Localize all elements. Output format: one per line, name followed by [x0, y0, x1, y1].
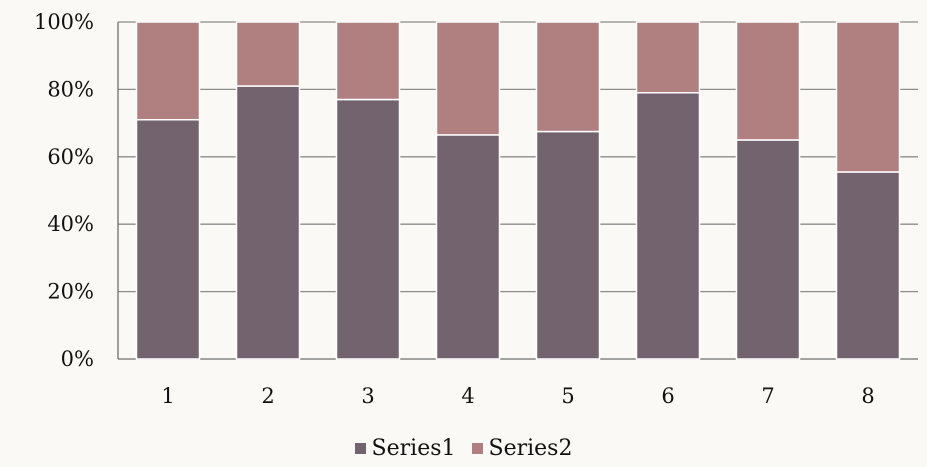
legend-label-series2: Series2 — [488, 436, 573, 461]
y-tick-label: 100% — [34, 10, 94, 34]
y-tick-label: 20% — [47, 280, 94, 304]
bar-series1-cat-1 — [135, 118, 201, 360]
bar-series1-cat-6 — [635, 92, 701, 360]
bar-series2-cat-3 — [335, 21, 401, 101]
x-tick-label: 7 — [761, 384, 774, 408]
y-tick-label: 40% — [47, 212, 94, 236]
bar-series2-cat-5 — [535, 21, 601, 133]
bar-series1-cat-5 — [535, 130, 601, 360]
x-tick-label: 1 — [161, 384, 174, 408]
y-tick-label: 0% — [61, 347, 94, 371]
legend-item-series1: Series1 — [354, 436, 456, 461]
y-tick-label: 60% — [47, 145, 94, 169]
x-tick-label: 6 — [661, 384, 674, 408]
x-tick-label: 3 — [361, 384, 374, 408]
x-tick-label: 4 — [461, 384, 474, 408]
bar-series1-cat-8 — [835, 171, 901, 360]
bar-series1-cat-3 — [335, 98, 401, 360]
x-tick-label: 5 — [561, 384, 574, 408]
bar-series2-cat-2 — [235, 21, 301, 87]
x-tick-label: 2 — [261, 384, 274, 408]
bar-series2-cat-8 — [835, 21, 901, 173]
legend-swatch-series1 — [354, 443, 366, 454]
bar-series1-cat-2 — [235, 85, 301, 360]
y-tick-label: 80% — [47, 77, 94, 101]
bar-series1-cat-7 — [735, 139, 801, 360]
bar-series2-cat-4 — [435, 21, 501, 136]
legend-item-series2: Series2 — [471, 436, 573, 461]
x-tick-label: 8 — [861, 384, 874, 408]
bar-series2-cat-7 — [735, 21, 801, 141]
legend-label-series1: Series1 — [371, 436, 456, 461]
bar-series2-cat-6 — [635, 21, 701, 94]
bar-series2-cat-1 — [135, 21, 201, 121]
legend-swatch-series2 — [471, 443, 483, 454]
legend: Series1 Series2 — [0, 436, 927, 461]
bar-series1-cat-4 — [435, 134, 501, 360]
